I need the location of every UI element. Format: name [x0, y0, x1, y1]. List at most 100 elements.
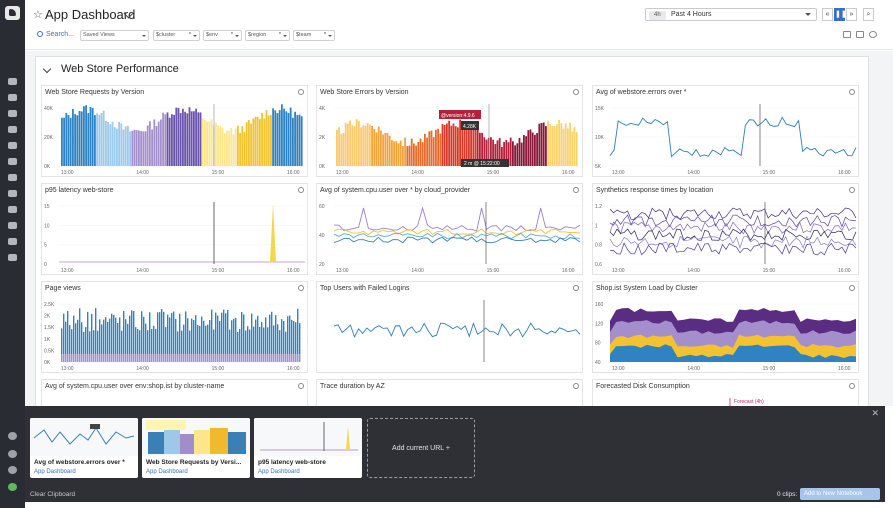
chart-bar[interactable] [509, 137, 512, 166]
chart-bar[interactable] [529, 129, 532, 166]
chart-bar[interactable] [435, 129, 437, 166]
chart-bar[interactable] [171, 312, 173, 362]
system-load-widget[interactable]: Shop.ist System Load by Cluster 160 120 80 4… [592, 281, 859, 373]
chart-bar[interactable] [187, 354, 189, 362]
chart-bar[interactable] [293, 354, 295, 362]
synthetics-widget[interactable]: Synthetics response times by location 1.2… [592, 183, 859, 275]
chart-bar[interactable] [263, 118, 266, 166]
chart-bar[interactable] [547, 121, 549, 166]
series-line[interactable] [333, 232, 581, 240]
chart-bar[interactable] [187, 318, 189, 362]
chart-bar[interactable] [474, 124, 477, 166]
chart-bar[interactable] [465, 127, 468, 166]
chart-bar[interactable] [291, 354, 293, 362]
chart-bar[interactable] [169, 317, 171, 362]
chart-bar[interactable] [193, 320, 195, 362]
template-var-cluster[interactable]: $cluster * [153, 30, 200, 41]
chart-bar[interactable] [424, 133, 426, 166]
chart-bar[interactable] [83, 331, 85, 362]
chart-bar[interactable] [164, 114, 167, 166]
chart-bar[interactable] [127, 323, 129, 362]
chart-bar[interactable] [143, 316, 145, 362]
chart-bar[interactable] [549, 124, 552, 166]
chart-bar[interactable] [80, 111, 83, 166]
chart-bar[interactable] [269, 354, 271, 362]
chart-bar[interactable] [81, 354, 83, 362]
widget-gear-icon[interactable] [573, 187, 579, 193]
chart-bar[interactable] [265, 110, 268, 166]
chart-bar[interactable] [95, 354, 97, 362]
chart-bar[interactable] [275, 315, 277, 362]
chart-bar[interactable] [123, 354, 125, 362]
chart-bar[interactable] [450, 125, 453, 166]
chart-bar[interactable] [167, 354, 169, 362]
chart-bar[interactable] [239, 132, 241, 166]
chart-bar[interactable] [227, 310, 229, 362]
chart-bar[interactable] [61, 354, 63, 362]
chart-bar[interactable] [129, 354, 131, 362]
chart-bar[interactable] [362, 125, 365, 166]
chart-bar[interactable] [85, 105, 87, 166]
chart-bar[interactable] [208, 121, 211, 166]
nav-security-icon[interactable] [8, 222, 17, 229]
chart-bar[interactable] [117, 354, 119, 362]
chart-bar[interactable] [205, 325, 207, 362]
chart-bar[interactable] [186, 113, 189, 166]
favorite-star-icon[interactable]: ☆ [33, 9, 43, 21]
chart-bar[interactable] [295, 322, 297, 362]
chart-bar[interactable] [514, 145, 516, 166]
chart-bar[interactable] [375, 132, 378, 166]
add-current-url-button[interactable]: Add current URL + [367, 418, 475, 478]
chart-bar[interactable] [125, 354, 127, 362]
nav-dashboards-icon[interactable] [8, 94, 17, 101]
chart-bar[interactable] [253, 354, 255, 362]
series-line[interactable] [609, 228, 857, 242]
chart-bar[interactable] [163, 311, 165, 362]
chart-bar[interactable] [179, 113, 182, 166]
chart-bar[interactable] [454, 126, 457, 166]
chart-bar[interactable] [237, 125, 239, 166]
chart-bar[interactable] [119, 317, 121, 362]
chart-bar[interactable] [115, 317, 117, 362]
chart-bar[interactable] [191, 354, 193, 362]
chart-bar[interactable] [83, 106, 85, 166]
latency-spike[interactable] [270, 204, 276, 262]
nav-synthetics-icon[interactable] [8, 254, 17, 261]
chart-bar[interactable] [347, 123, 349, 166]
chart-bar[interactable] [452, 123, 455, 166]
chart-bar[interactable] [243, 314, 245, 362]
widget-gear-icon[interactable] [298, 383, 304, 389]
chart-bar[interactable] [138, 130, 140, 166]
chart-bar[interactable] [217, 315, 219, 362]
chart-bar[interactable] [556, 124, 558, 166]
chart-bar[interactable] [221, 127, 224, 166]
chart-bar[interactable] [366, 123, 369, 166]
chart-bar[interactable] [271, 311, 273, 362]
nav-integrations-icon[interactable] [8, 158, 17, 165]
chart-bar[interactable] [245, 330, 247, 362]
chart-bar[interactable] [277, 324, 279, 362]
chart-bar[interactable] [193, 354, 195, 362]
chart-bar[interactable] [261, 322, 263, 362]
chart-bar[interactable] [195, 315, 197, 362]
chart-bar[interactable] [358, 120, 360, 166]
chart-bar[interactable] [492, 139, 494, 166]
chart-bar[interactable] [105, 121, 107, 166]
requests-widget[interactable]: Web Store Requests by Version 40K 20K 0K 13:… [41, 85, 308, 177]
chart-bar[interactable] [201, 354, 203, 362]
chart-bar[interactable] [545, 126, 547, 166]
chart-bar[interactable] [470, 126, 472, 166]
chart-bar[interactable] [448, 120, 450, 166]
chart-bar[interactable] [157, 312, 159, 362]
chart-bar[interactable] [173, 354, 175, 362]
widget-gear-icon[interactable] [849, 383, 855, 389]
chart-bar[interactable] [159, 354, 161, 362]
chart-bar[interactable] [256, 116, 259, 166]
chart-bar[interactable] [230, 128, 233, 166]
chart-bar[interactable] [63, 117, 65, 166]
chart-bar[interactable] [382, 134, 384, 166]
chart-bar[interactable] [121, 354, 123, 362]
chart-bar[interactable] [73, 354, 75, 362]
series-line[interactable] [333, 322, 581, 339]
errors-widget[interactable]: Web Store Errors by Version 4K 2K 0K 13:00 14… [316, 85, 583, 177]
